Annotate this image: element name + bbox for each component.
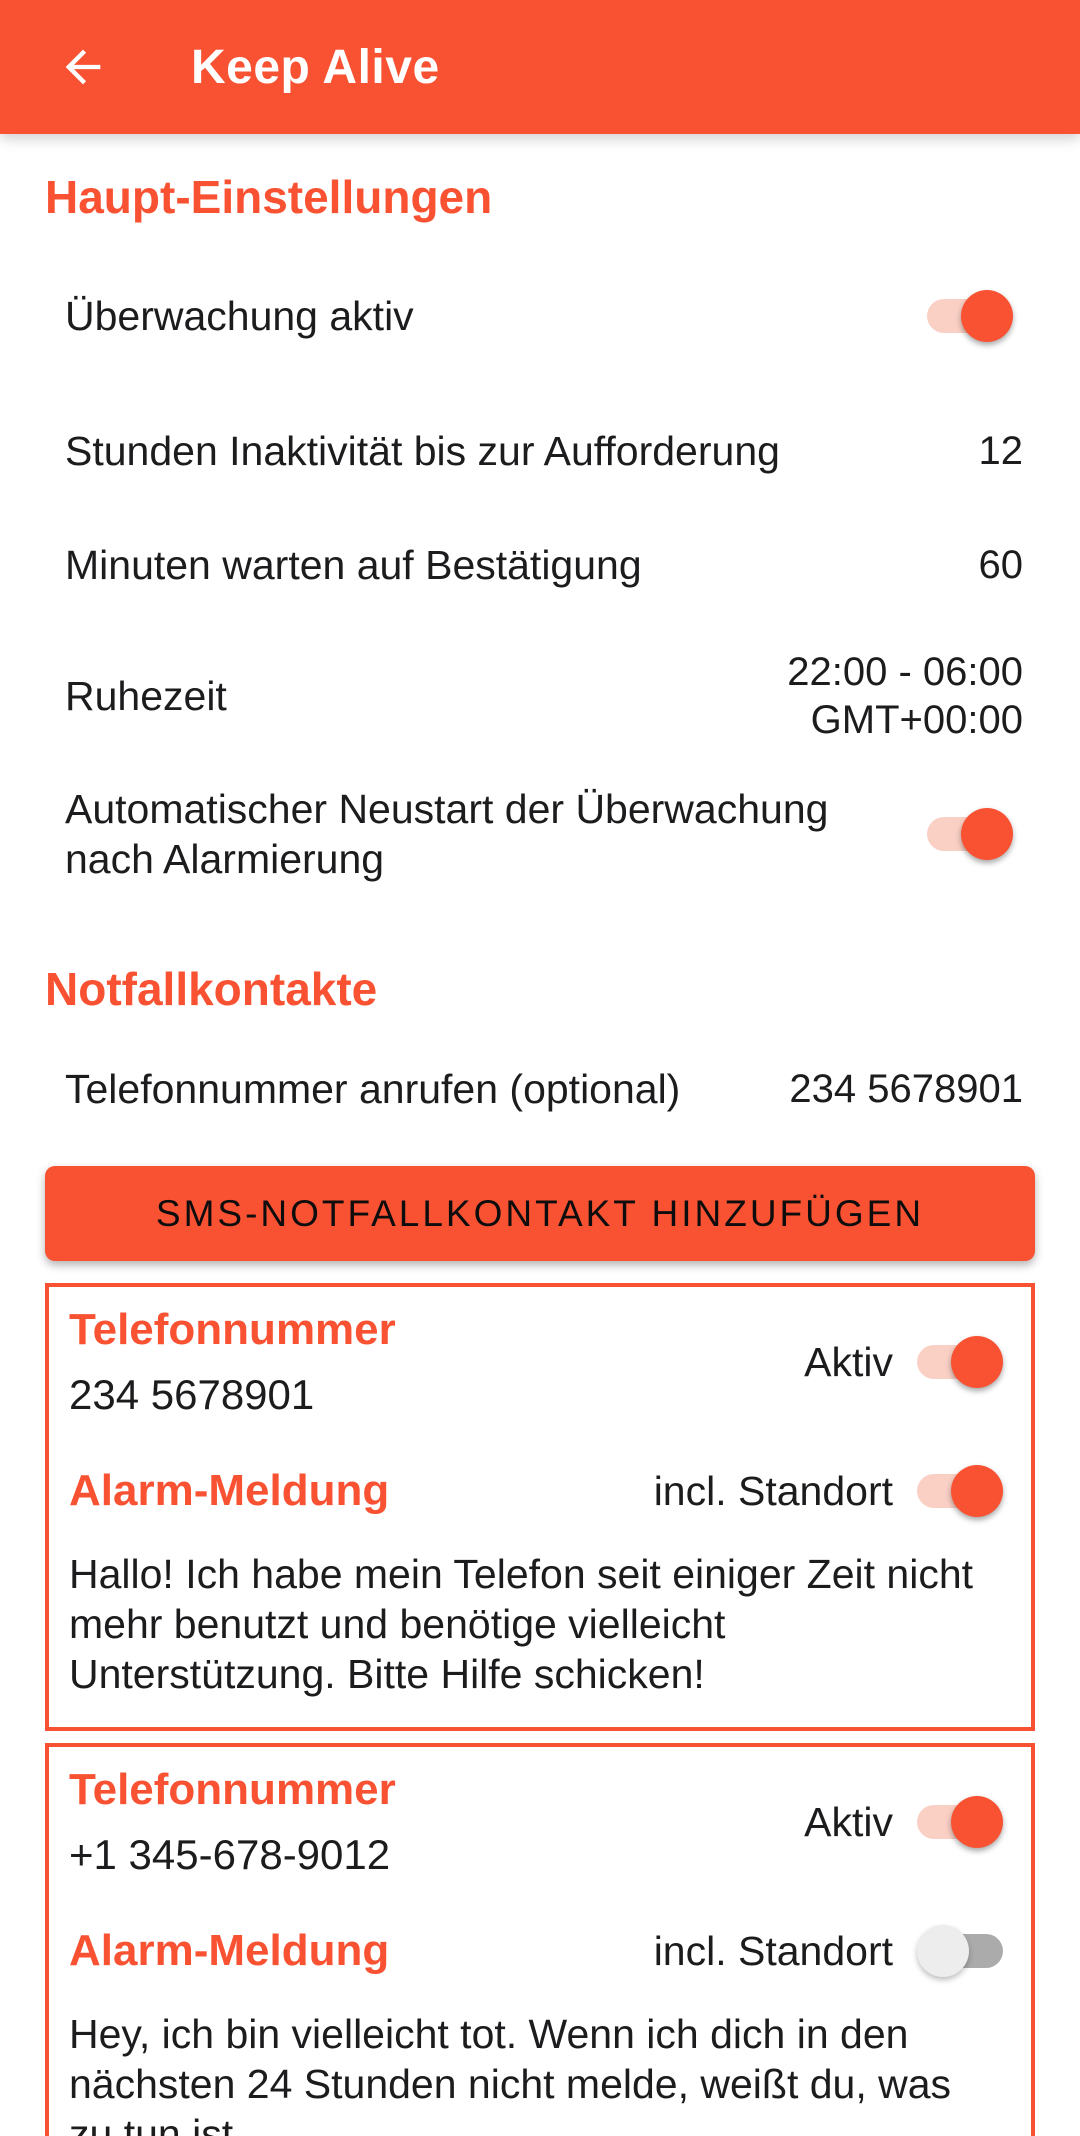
auto-restart-toggle[interactable] [927,806,1013,862]
contact-card: Telefonnummer +1 345-678-9012 Aktiv Alar… [45,1743,1035,2136]
page-title: Keep Alive [191,40,440,94]
call-number-value: 234 5678901 [789,1067,1023,1112]
include-location-label: incl. Standort [653,1927,893,1974]
contact-active-toggle[interactable] [917,1334,1003,1390]
active-label: Aktiv [804,1798,893,1845]
setting-value: 12 [978,429,1024,473]
monitoring-active-toggle[interactable] [927,288,1013,344]
add-sms-contact-button[interactable]: SMS-NOTFALLKONTAKT HINZUFÜGEN [45,1166,1035,1262]
include-location-toggle[interactable] [917,1923,1003,1979]
contact-card: Telefonnummer 234 5678901 Aktiv Alarm-Me… [45,1283,1035,1732]
switch-thumb [961,808,1013,861]
setting-label: Telefonnummer anrufen (optional) [65,1066,681,1113]
settings-content: Haupt-Einstellungen Überwachung aktiv St… [0,170,1080,2136]
setting-row-auto-restart[interactable]: Automatischer Neustart der Überwachung n… [45,784,1035,884]
alarm-message-header: Alarm-Meldung [69,1926,390,1976]
setting-row-monitoring-active[interactable]: Überwachung aktiv [45,288,1035,344]
setting-row-minutes-wait[interactable]: Minuten warten auf Bestätigung 60 [45,540,1035,590]
alarm-message-text[interactable]: Hey, ich bin vielleicht tot. Wenn ich di… [69,2011,952,2136]
setting-label: Minuten warten auf Bestätigung [65,542,642,589]
contact-phone-number[interactable]: 234 5678901 [69,1371,315,1419]
contact-phone-header: Telefonnummer [69,1305,396,1355]
app-bar: Keep Alive [0,0,1080,134]
alarm-message-header: Alarm-Meldung [69,1466,390,1516]
contact-phone-header: Telefonnummer [69,1765,396,1815]
setting-label: Überwachung aktiv [65,292,414,339]
setting-label: Stunden Inaktivität bis zur Aufforderung [65,428,780,474]
section-header-emergency-contacts: Notfallkontakte [45,963,378,1016]
setting-value: 22:00 - 06:00 GMT+00:00 [787,648,1035,744]
setting-label: Automatischer Neustart der Überwachung n… [65,786,829,883]
switch-thumb [951,1465,1003,1518]
include-location-toggle[interactable] [917,1463,1003,1519]
setting-row-call-number[interactable]: Telefonnummer anrufen (optional) 234 567… [45,1064,1035,1114]
alarm-message-text[interactable]: Hallo! Ich habe mein Telefon seit einige… [69,1551,974,1698]
switch-thumb [951,1336,1003,1389]
quiet-time-range: 22:00 - 06:00 [787,650,1023,695]
switch-thumb [951,1796,1003,1849]
setting-value: 60 [978,543,1024,588]
setting-label: Ruhezeit [65,673,227,720]
back-button[interactable] [55,39,111,95]
switch-thumb [917,1925,969,1978]
setting-row-quiet-time[interactable]: Ruhezeit 22:00 - 06:00 GMT+00:00 [45,648,1035,744]
quiet-time-zone: GMT+00:00 [810,698,1023,743]
switch-thumb [961,290,1013,342]
contact-phone-number[interactable]: +1 345-678-9012 [69,1831,391,1879]
arrow-left-icon [57,41,109,93]
active-label: Aktiv [804,1338,893,1385]
setting-row-hours-inactivity[interactable]: Stunden Inaktivität bis zur Aufforderung… [45,426,1035,476]
section-header-main-settings: Haupt-Einstellungen [45,171,493,223]
include-location-label: incl. Standort [653,1467,893,1514]
contact-active-toggle[interactable] [917,1794,1003,1850]
